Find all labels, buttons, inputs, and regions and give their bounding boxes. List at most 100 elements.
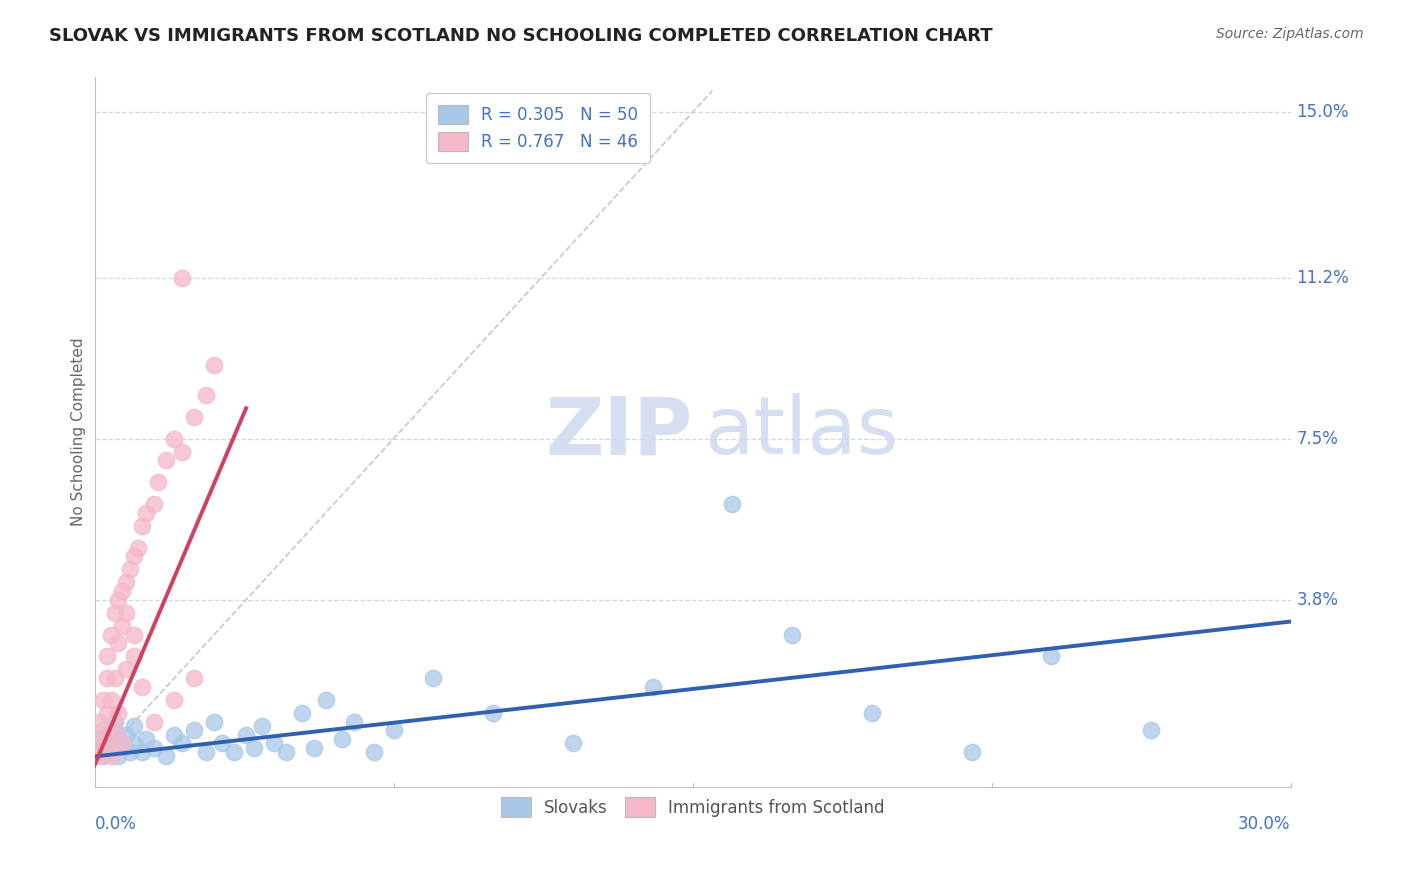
Point (235, 728, 257, 742)
Point (100, 749, 122, 764)
Point (87, 749, 110, 764)
Point (163, 728, 186, 742)
Point (115, 606, 138, 620)
Point (124, 627, 146, 641)
Point (135, 732, 157, 747)
Point (96, 671, 118, 685)
Text: SLOVAK VS IMMIGRANTS FROM SCOTLAND NO SCHOOLING COMPLETED CORRELATION CHART: SLOVAK VS IMMIGRANTS FROM SCOTLAND NO SC… (49, 27, 993, 45)
Point (343, 714, 366, 729)
Point (183, 671, 205, 685)
Point (100, 723, 122, 738)
Point (382, 723, 405, 738)
Point (482, 706, 505, 720)
Point (274, 745, 297, 759)
Point (155, 453, 177, 467)
Text: 15.0%: 15.0% (1296, 103, 1350, 121)
Text: 11.2%: 11.2% (1296, 268, 1350, 286)
Point (143, 497, 166, 511)
Point (250, 719, 273, 733)
Point (91, 749, 114, 764)
Point (120, 562, 142, 576)
Point (143, 740, 166, 755)
Point (103, 714, 125, 729)
Point (107, 636, 129, 650)
Point (183, 409, 205, 424)
Point (96, 728, 118, 742)
Text: atlas: atlas (704, 393, 898, 471)
Point (302, 740, 325, 755)
Point (202, 714, 225, 729)
Point (91, 723, 114, 738)
Point (107, 706, 129, 720)
Legend: Slovaks, Immigrants from Scotland: Slovaks, Immigrants from Scotland (489, 786, 896, 829)
Point (96, 732, 118, 747)
Point (960, 745, 983, 759)
Point (224, 745, 246, 759)
Point (211, 736, 233, 750)
Text: 0.0%: 0.0% (94, 815, 136, 833)
Point (172, 270, 194, 285)
Point (103, 606, 125, 620)
Point (124, 649, 146, 664)
Point (131, 518, 153, 533)
Point (103, 671, 125, 685)
Point (107, 732, 129, 747)
Y-axis label: No Schooling Completed: No Schooling Completed (72, 338, 86, 526)
Point (100, 627, 122, 641)
Point (87, 736, 110, 750)
Point (135, 506, 157, 520)
Point (107, 749, 129, 764)
Point (163, 693, 186, 707)
Point (562, 736, 585, 750)
Text: ZIP: ZIP (546, 393, 693, 471)
Point (263, 736, 285, 750)
Point (195, 745, 218, 759)
Point (107, 592, 129, 607)
Text: 3.8%: 3.8% (1296, 591, 1339, 608)
Point (183, 723, 205, 738)
Point (115, 662, 138, 676)
Point (115, 728, 138, 742)
Point (87, 745, 110, 759)
Point (100, 693, 122, 707)
Point (111, 740, 134, 755)
Point (91, 736, 114, 750)
Point (91, 693, 114, 707)
Point (148, 475, 170, 490)
Point (860, 706, 883, 720)
Text: 30.0%: 30.0% (1239, 815, 1291, 833)
Point (100, 745, 122, 759)
Point (103, 745, 125, 759)
Text: Source: ZipAtlas.com: Source: ZipAtlas.com (1216, 27, 1364, 41)
Text: 7.5%: 7.5% (1296, 430, 1339, 448)
Point (721, 497, 744, 511)
Point (96, 740, 118, 755)
Point (155, 749, 177, 764)
Point (315, 693, 337, 707)
Point (195, 388, 218, 402)
Point (243, 740, 266, 755)
Point (111, 736, 134, 750)
Point (131, 745, 153, 759)
Point (120, 745, 142, 759)
Point (87, 732, 110, 747)
Point (1140, 723, 1163, 738)
Point (641, 680, 664, 694)
Point (131, 680, 153, 694)
Point (124, 736, 146, 750)
Point (172, 444, 194, 458)
Point (96, 706, 118, 720)
Point (87, 714, 110, 729)
Point (363, 745, 385, 759)
Point (103, 723, 125, 738)
Point (163, 432, 186, 446)
Point (127, 541, 149, 555)
Point (780, 627, 803, 641)
Point (111, 584, 134, 599)
Point (91, 745, 114, 759)
Point (172, 736, 194, 750)
Point (111, 619, 134, 633)
Point (291, 706, 314, 720)
Point (115, 575, 138, 590)
Point (96, 649, 118, 664)
